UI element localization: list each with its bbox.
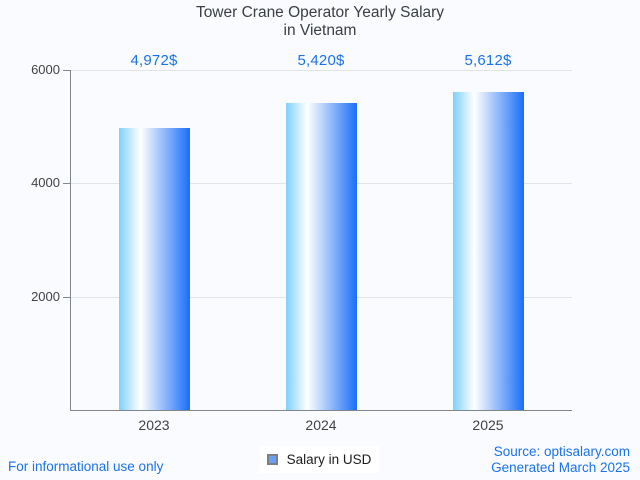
disclaimer-text: For informational use only: [8, 459, 164, 474]
bar-value-label: 5,612$: [464, 52, 512, 69]
x-tick-label: 2025: [472, 417, 504, 433]
x-tick-label: 2024: [305, 417, 337, 433]
gridline: [71, 70, 572, 71]
y-axis-tick: [63, 297, 71, 298]
x-tick-label: 2023: [138, 417, 170, 433]
footer-source: Source: optisalary.com Generated March 2…: [491, 444, 630, 475]
bar-value-label: 5,420$: [297, 52, 345, 69]
bar-2025: [453, 92, 524, 410]
chart-title: Tower Crane Operator Yearly Salary in Vi…: [0, 4, 640, 40]
y-axis-tick: [63, 70, 71, 71]
bar-2024: [286, 103, 357, 410]
generated-date: Generated March 2025: [491, 459, 630, 475]
bar-value-label: 4,972$: [130, 52, 178, 69]
legend: Salary in USD: [259, 446, 379, 473]
y-axis-tick: [63, 183, 71, 184]
legend-swatch-icon: [266, 454, 278, 465]
y-tick-label: 4000: [31, 175, 60, 190]
plot-area: [63, 70, 572, 411]
bar-2023: [119, 128, 190, 410]
chart-title-line1: Tower Crane Operator Yearly Salary: [195, 4, 445, 21]
y-tick-label: 6000: [31, 62, 60, 77]
chart-title-line2: in Vietnam: [283, 22, 357, 39]
source-link[interactable]: Source: optisalary.com: [493, 444, 630, 459]
y-tick-label: 2000: [31, 289, 60, 304]
legend-label: Salary in USD: [286, 452, 372, 467]
